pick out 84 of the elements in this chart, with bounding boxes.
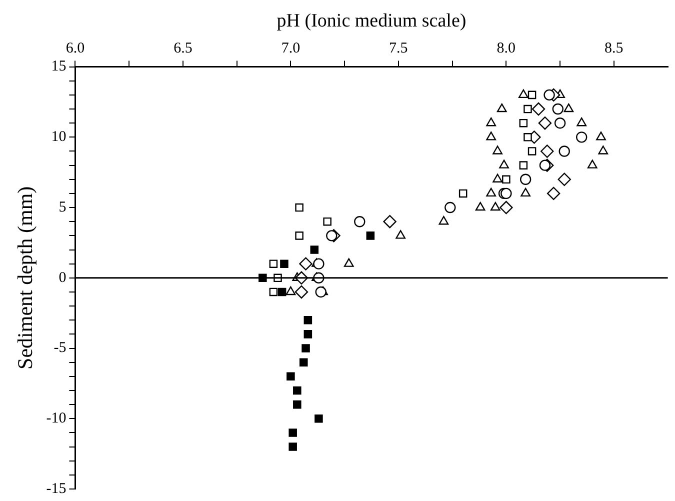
- point: [438, 216, 449, 225]
- y-axis-title: Sediment depth (mm): [13, 186, 38, 370]
- point: [299, 257, 312, 270]
- point: [299, 358, 308, 366]
- point: [546, 186, 560, 200]
- point: [519, 161, 528, 170]
- y-tick-label: 15: [51, 58, 66, 75]
- point: [304, 330, 312, 338]
- point: [293, 386, 302, 395]
- point: [587, 160, 598, 168]
- point: [518, 89, 528, 98]
- point: [295, 203, 304, 212]
- point: [315, 286, 326, 298]
- x-tick-label: 6.0: [66, 40, 85, 57]
- point: [490, 202, 500, 211]
- point: [444, 202, 456, 214]
- point: [502, 175, 510, 184]
- point: [544, 89, 555, 101]
- point: [294, 285, 308, 299]
- point: [366, 232, 375, 240]
- point: [383, 215, 396, 228]
- point: [354, 216, 366, 228]
- point: [538, 116, 552, 130]
- point: [554, 117, 566, 129]
- point: [528, 147, 536, 156]
- point: [552, 103, 564, 115]
- point: [532, 102, 546, 116]
- point: [288, 442, 297, 451]
- point: [458, 189, 468, 198]
- point: [280, 260, 288, 268]
- point: [486, 117, 496, 126]
- point: [293, 400, 302, 409]
- point: [539, 160, 551, 171]
- x-tick-label: 8.0: [496, 40, 516, 57]
- point: [344, 258, 354, 267]
- point: [475, 202, 486, 211]
- x-tick-label: 7.0: [281, 40, 300, 57]
- point: [396, 230, 406, 239]
- point: [302, 344, 310, 352]
- point: [558, 146, 570, 157]
- point: [286, 372, 295, 381]
- point: [310, 246, 319, 254]
- point: [286, 286, 296, 296]
- point: [486, 188, 496, 197]
- point: [576, 117, 587, 126]
- point: [288, 428, 297, 437]
- point: [540, 144, 554, 158]
- point: [524, 104, 532, 114]
- point: [323, 217, 332, 226]
- point: [500, 188, 512, 200]
- x-axis-title: pH (Ionic medium scale): [276, 10, 466, 32]
- point: [295, 232, 304, 240]
- point: [520, 188, 531, 197]
- y-tick-label: 5: [58, 199, 66, 216]
- point: [269, 260, 278, 268]
- point: [528, 90, 536, 100]
- point: [499, 160, 509, 168]
- point: [304, 316, 312, 324]
- point: [326, 230, 338, 242]
- x-tick-label: 7.5: [389, 40, 408, 57]
- point: [564, 103, 574, 112]
- point: [576, 132, 588, 143]
- point: [519, 118, 528, 128]
- point: [496, 103, 507, 112]
- x-tick-label: 6.5: [174, 40, 192, 57]
- point: [278, 288, 286, 296]
- y-tick-label: 10: [51, 129, 66, 146]
- point: [486, 132, 496, 140]
- point: [598, 146, 608, 154]
- point: [314, 414, 323, 423]
- point: [524, 133, 532, 142]
- x-tick-label: 8.5: [604, 40, 624, 57]
- y-tick-label: -5: [54, 340, 66, 356]
- y-tick-label: 0: [58, 270, 66, 286]
- point: [596, 132, 606, 140]
- point: [492, 174, 502, 182]
- y-tick-label: -15: [46, 480, 66, 497]
- point: [269, 288, 278, 296]
- y-tick-label: -10: [46, 410, 66, 427]
- point: [500, 200, 513, 214]
- point: [313, 258, 324, 270]
- point: [520, 174, 532, 185]
- point: [558, 172, 571, 186]
- point: [492, 146, 502, 154]
